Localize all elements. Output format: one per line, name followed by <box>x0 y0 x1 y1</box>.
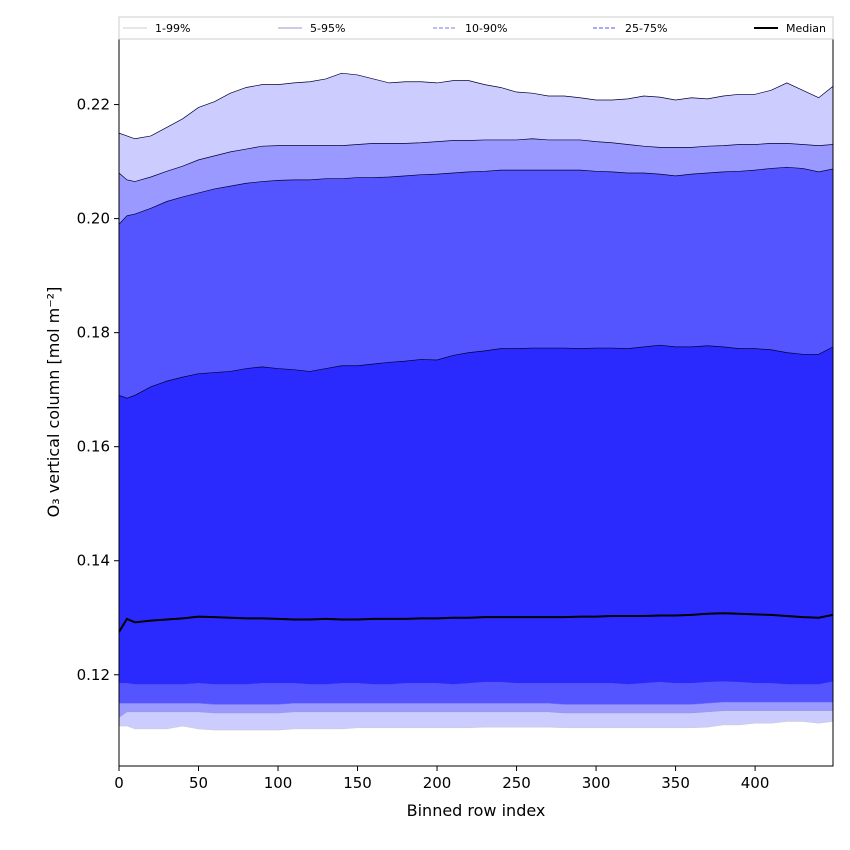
band-upper-edge-25-75% <box>119 344 833 399</box>
legend-frame <box>118 16 834 40</box>
x-tick-label: 400 <box>741 774 770 792</box>
x-tick-label: 300 <box>582 774 611 792</box>
median-line <box>119 612 833 633</box>
band-upper-edge-10-90% <box>119 166 833 225</box>
y-tick-label: 0.18 <box>77 324 110 342</box>
band-upper-edge-5-95% <box>119 138 833 182</box>
band-25-75% <box>119 345 833 685</box>
x-tick-label: 100 <box>264 774 293 792</box>
legend: 1-99% 5-95% 10-90% 25-75% Median <box>118 16 834 40</box>
legend-label: 1-99% <box>155 22 190 35</box>
x-tick-label: 150 <box>343 774 372 792</box>
y-tick-label: 0.12 <box>77 666 110 684</box>
y-tick-label: 0.14 <box>77 552 110 570</box>
legend-label: 25-75% <box>625 22 667 35</box>
y-axis: 0.12 0.14 0.16 0.18 0.20 0.22 <box>77 96 119 684</box>
band-upper-edge-1-99% <box>119 72 833 140</box>
band-lower-edge-10-90% <box>119 701 833 705</box>
x-tick-label: 200 <box>423 774 452 792</box>
y-tick-label: 0.20 <box>77 210 110 228</box>
y-tick-label: 0.22 <box>77 96 110 114</box>
x-tick-label: 250 <box>502 774 531 792</box>
y-axis-label: O₃ vertical column [mol m⁻²] <box>44 287 63 518</box>
median-layer <box>119 612 833 633</box>
legend-label: Median <box>786 22 826 35</box>
x-axis-label: Binned row index <box>407 801 546 820</box>
x-axis: 0 50 100 150 200 250 300 350 400 <box>114 766 769 792</box>
band-lower-edge-1-99% <box>119 721 833 731</box>
band-lower-edge-25-75% <box>119 681 833 685</box>
legend-label: 10-90% <box>465 22 507 35</box>
band-lower-edge-5-95% <box>119 710 833 718</box>
x-tick-label: 0 <box>114 774 124 792</box>
y-tick-label: 0.16 <box>77 438 110 456</box>
legend-label: 5-95% <box>310 22 345 35</box>
x-tick-label: 50 <box>189 774 208 792</box>
x-tick-label: 350 <box>661 774 690 792</box>
percentile-bands <box>119 72 833 731</box>
